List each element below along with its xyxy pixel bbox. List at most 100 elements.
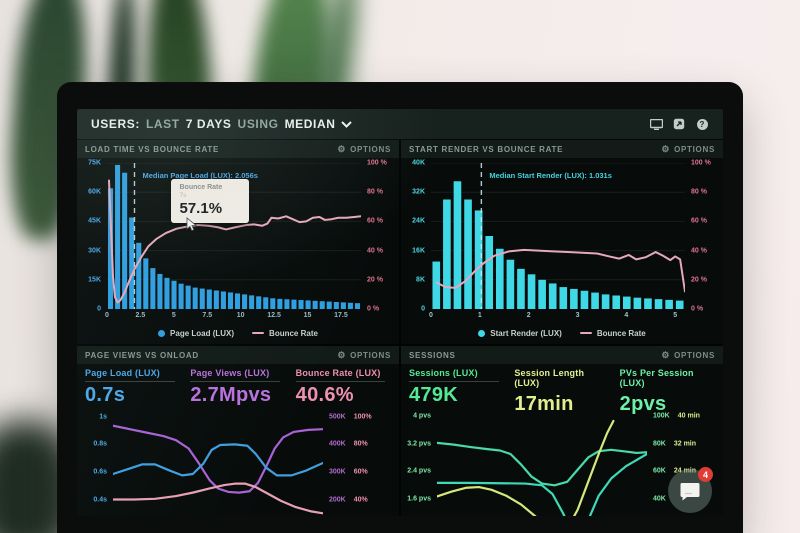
options-button[interactable]: ⚙ OPTIONS bbox=[661, 143, 715, 154]
axis-tick: 0.4s bbox=[93, 496, 107, 504]
axis-tick: 17.5 bbox=[334, 312, 348, 319]
metric-divider bbox=[295, 381, 386, 382]
options-button[interactable]: ⚙ OPTIONS bbox=[337, 143, 391, 154]
chart-area: 75K 60K 45K 30K 15K 0 Median Page Load (LUX):… bbox=[77, 158, 399, 322]
axis-tick: 40 % bbox=[367, 247, 383, 255]
pageviews-onload-chart[interactable] bbox=[113, 414, 323, 516]
axis-tick: 500K 100% bbox=[329, 413, 372, 421]
axis-tick: 32K bbox=[412, 188, 425, 196]
line-series bbox=[437, 454, 647, 516]
start-render-chart[interactable] bbox=[431, 163, 685, 309]
tooltip-subtitle: 7s bbox=[179, 192, 187, 200]
axis-tick: 0 % bbox=[367, 305, 380, 313]
bar bbox=[443, 199, 451, 309]
axis-tick: 80 % bbox=[367, 188, 383, 196]
panel-load-time: LOAD TIME VS BOUNCE RATE ⚙ OPTIONS 75K 60… bbox=[77, 140, 399, 344]
axis-tick: 45K bbox=[88, 217, 101, 225]
legend-line-icon bbox=[579, 332, 592, 334]
axis-tick: 12.5 bbox=[267, 312, 281, 319]
axis-tick: 40K bbox=[412, 159, 425, 167]
bar bbox=[213, 290, 219, 309]
axis-tick: 8K bbox=[416, 276, 425, 284]
options-button[interactable]: ⚙ OPTIONS bbox=[337, 349, 391, 360]
bar bbox=[495, 248, 504, 309]
chart-legend: Start Render (LUX) Bounce Rate bbox=[401, 322, 723, 344]
tooltip-title: Bounce Rate bbox=[179, 184, 223, 192]
axis-tick: 1.6 pvs bbox=[407, 495, 431, 503]
bar bbox=[591, 292, 599, 309]
legend-start-render: Start Render (LUX) bbox=[478, 329, 562, 338]
panel-start-render-header: START RENDER VS BOUNCE RATE ⚙ OPTIONS bbox=[401, 140, 723, 158]
topbar-title: USERS: LAST 7 DAYS USING MEDIAN bbox=[91, 117, 352, 131]
axis-tick: 60K 24 min bbox=[653, 467, 697, 475]
plot-region: Median Start Render (LUX): 1.031s bbox=[431, 163, 685, 309]
axis-tick: 20 % bbox=[691, 276, 707, 284]
load-time-chart[interactable] bbox=[107, 163, 361, 309]
bar bbox=[171, 280, 177, 309]
bar bbox=[298, 300, 304, 309]
help-icon[interactable]: ? bbox=[695, 118, 709, 130]
bar bbox=[227, 292, 234, 309]
line-series bbox=[109, 181, 361, 303]
axis-tick: 15 bbox=[303, 312, 312, 319]
line-series bbox=[437, 421, 613, 516]
gear-icon: ⚙ bbox=[337, 143, 347, 154]
axis-tick: 80 % bbox=[691, 188, 707, 196]
laptop: USERS: LAST 7 DAYS USING MEDIAN bbox=[57, 82, 743, 533]
panel-pageviews-header: PAGE VIEWS VS ONLOAD ⚙ OPTIONS bbox=[77, 346, 399, 364]
mobile-icon[interactable] bbox=[672, 118, 686, 130]
metric-bounce-rate: Bounce Rate (LUX) 40.6% bbox=[295, 368, 391, 412]
bar bbox=[319, 301, 325, 309]
axis-tick: 60K bbox=[88, 188, 101, 196]
axis-tick: 75K bbox=[88, 159, 101, 167]
desktop-icon[interactable] bbox=[649, 118, 663, 130]
median-dropdown[interactable]: MEDIAN bbox=[285, 117, 352, 131]
axis-tick: 24K bbox=[412, 217, 425, 225]
sessions-chart[interactable] bbox=[437, 414, 647, 516]
x-axis: 0 1 2 3 4 5 bbox=[429, 309, 685, 322]
axis-tick: 1 bbox=[477, 312, 482, 319]
bar bbox=[263, 297, 269, 309]
bar bbox=[580, 290, 589, 309]
axis-tick: 2.5 bbox=[135, 312, 146, 319]
axis-tick: 3 bbox=[575, 312, 580, 319]
y-axis-left: 1s 0.8s 0.6s 0.4s bbox=[77, 413, 113, 516]
axis-tick: 0 bbox=[105, 312, 109, 319]
median-dropdown-label: MEDIAN bbox=[284, 117, 336, 131]
axis-tick: 16K bbox=[412, 247, 425, 255]
panel-title: START RENDER VS BOUNCE RATE bbox=[409, 144, 564, 154]
median-annotation: Median Page Load (LUX): 2.056s bbox=[142, 171, 258, 180]
bar bbox=[517, 268, 525, 309]
axis-tick: 4 bbox=[624, 312, 629, 319]
bar bbox=[157, 273, 163, 309]
axis-tick: 5 bbox=[673, 312, 678, 319]
y-axis-left: 4 pvs 3.2 pvs 2.4 pvs 1.6 pvs bbox=[401, 412, 437, 516]
legend-dot-icon bbox=[478, 329, 486, 337]
axis-tick: 20 % bbox=[367, 276, 383, 284]
legend-bounce-rate: Bounce Rate bbox=[579, 329, 646, 338]
metric-page-views: Page Views (LUX) 2.7Mpvs bbox=[190, 368, 285, 412]
bar bbox=[654, 299, 663, 309]
bar bbox=[354, 303, 361, 309]
axis-tick: 15K bbox=[88, 276, 101, 284]
bar bbox=[277, 298, 283, 309]
y-axis-right: 100 % 80 % 60 % 40 % 20 % 0 % bbox=[361, 160, 399, 313]
bar bbox=[220, 291, 226, 309]
bar bbox=[527, 274, 536, 309]
bar bbox=[347, 302, 353, 309]
chat-button[interactable]: 4 bbox=[668, 467, 713, 513]
line-series bbox=[437, 443, 647, 485]
chat-bubble-icon bbox=[680, 482, 700, 500]
bar bbox=[453, 181, 462, 309]
legend-bounce-rate: Bounce Rate bbox=[252, 329, 318, 338]
panel-start-render: START RENDER VS BOUNCE RATE ⚙ OPTIONS 40… bbox=[401, 140, 723, 344]
axis-tick: 2.4 pvs bbox=[407, 467, 431, 475]
bar bbox=[107, 188, 114, 309]
options-button[interactable]: ⚙ OPTIONS bbox=[661, 349, 715, 360]
dashboard-screen: USERS: LAST 7 DAYS USING MEDIAN bbox=[77, 109, 723, 516]
bar bbox=[474, 210, 483, 309]
bar bbox=[150, 268, 156, 309]
axis-tick: 400K 80% bbox=[329, 440, 368, 448]
y-axis-right: 500K 100% 400K 80% 300K 60% 200K 40% bbox=[323, 413, 399, 516]
axis-tick: 100K 40 min bbox=[653, 412, 700, 420]
